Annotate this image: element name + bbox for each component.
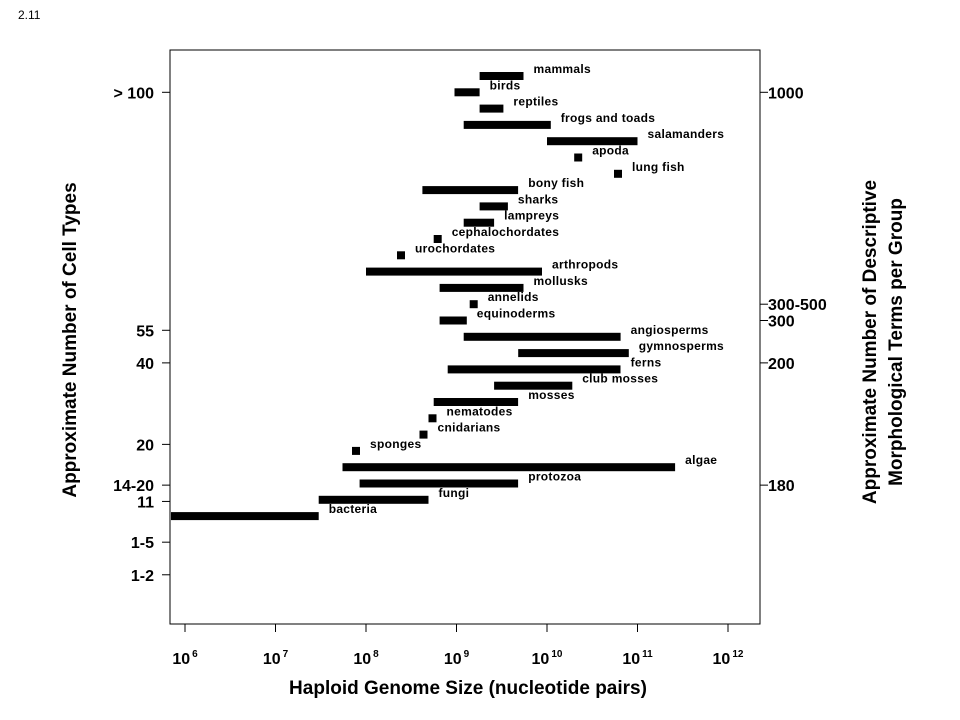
left-tick-label: > 100 [114,85,155,102]
bar-bony-fish [422,186,519,195]
right-axis-title-line-1: Approximate Number of Descriptive [860,180,881,504]
x-tick-label: 10 10 [532,649,563,668]
x-tick-label: 10 12 [713,649,744,668]
bar-algae [342,463,676,472]
bar-bacteria [171,512,319,521]
bar-group [171,72,676,521]
right-tick-label: 180 [768,478,795,495]
bar-label-algae: algae [685,453,717,467]
bar-label-urochordates: urochordates [415,241,495,255]
x-tick-label: 10 8 [353,649,379,668]
right-tick-label: 300 [768,314,795,331]
bar-label-sharks: sharks [518,192,559,206]
bar-label-annelids: annelids [488,290,539,304]
bar-label-angiosperms: angiosperms [631,323,709,337]
bar-label-gymnosperms: gymnosperms [639,339,724,353]
x-axis-ticks: 10 6 10 7 10 8 10 9 10 10 10 11 10 12 [172,624,744,668]
left-tick-label: 40 [136,356,154,373]
bar-salamanders [547,137,638,146]
x-tick-label: 10 6 [172,649,198,668]
right-axis-title-line-2: Morphological Terms per Group [886,198,907,486]
bar-label-ferns: ferns [631,355,662,369]
bar-label-frogs-and-toads: frogs and toads [561,111,656,125]
left-tick-label: 1-2 [131,568,154,585]
bar-protozoa [359,479,519,488]
bar-birds [454,88,480,97]
bar-label-mollusks: mollusks [534,274,588,288]
bar-lung-fish [614,169,622,178]
bar-label-cephalochordates: cephalochordates [452,225,560,239]
bar-label-cnidarians: cnidarians [438,421,501,435]
bar-cephalochordates [433,235,442,243]
bar-fungi [318,495,429,504]
left-tick-label: 1-5 [131,535,154,552]
bar-cnidarians [419,430,428,439]
bar-label-salamanders: salamanders [648,127,725,141]
right-tick-label: 200 [768,356,795,373]
right-tick-label: 1000 [768,85,804,102]
bar-nematodes [428,414,437,423]
x-tick-label: 10 9 [444,649,470,668]
x-axis-title: Haploid Genome Size (nucleotide pairs) [289,678,647,699]
bar-arthropods [366,267,542,276]
bar-angiosperms [463,332,621,341]
figure-label: 2.11 [18,8,41,22]
bar-label-mosses: mosses [528,388,575,402]
bar-sharks [479,202,508,211]
bar-sponges [352,446,360,455]
bar-reptiles [479,104,504,113]
bar-club-mosses [494,381,573,390]
bar-mosses [433,398,519,406]
bar-frogs-and-toads [463,120,551,129]
bar-label-club-mosses: club mosses [582,372,658,386]
bar-label-protozoa: protozoa [528,470,581,484]
bar-equinoderms [439,316,467,325]
bar-label-lung-fish: lung fish [632,160,685,174]
bar-label-birds: birds [490,78,521,92]
bar-gymnosperms [518,349,629,358]
bar-label-nematodes: nematodes [447,404,513,418]
bar-label-equinoderms: equinoderms [477,307,556,321]
bar-annelids [469,300,478,309]
left-tick-label: 14-20 [113,478,154,495]
bar-label-apoda: apoda [592,144,629,158]
x-tick-label: 10 11 [622,649,653,668]
left-tick-label: 20 [136,437,154,454]
bar-label-bony-fish: bony fish [528,176,584,190]
bar-label-sponges: sponges [370,437,421,451]
bar-label-arthropods: arthropods [552,258,618,272]
x-tick-label: 10 7 [263,649,289,668]
bar-label-lampreys: lampreys [504,209,559,223]
left-tick-label: 11 [137,494,154,511]
left-tick-label: 55 [136,323,154,340]
bar-apoda [574,153,583,162]
bar-label-mammals: mammals [534,62,591,76]
bar-ferns [447,365,621,374]
left-axis-title: Approximate Number of Cell Types [60,182,81,497]
bar-mammals [479,72,524,80]
bar-urochordates [397,251,405,260]
plot-frame [169,49,761,625]
bar-label-bacteria: bacteria [329,502,377,516]
right-tick-label: 300-500 [768,297,827,314]
bar-label-fungi: fungi [439,486,470,500]
bar-mollusks [439,283,524,292]
bar-lampreys [463,218,495,227]
bar-label-reptiles: reptiles [513,95,558,109]
